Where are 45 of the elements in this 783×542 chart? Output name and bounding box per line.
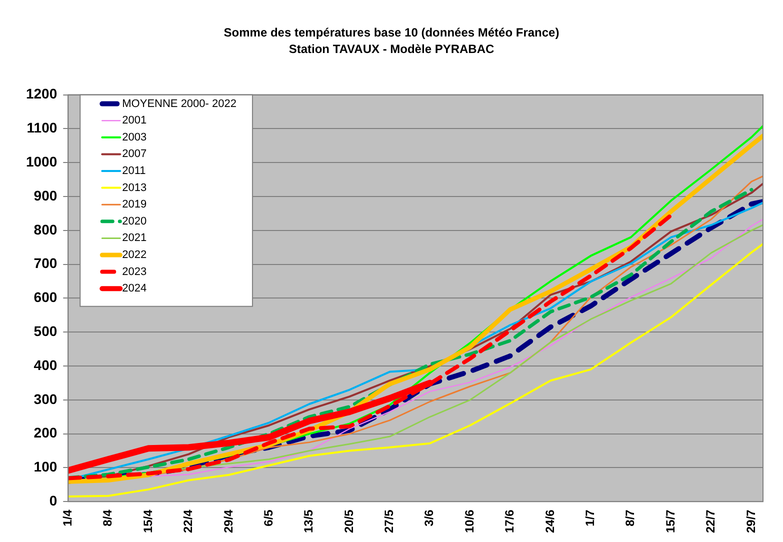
- y-tick-label: 400: [34, 356, 58, 373]
- x-tick-label: 29/4: [221, 509, 236, 534]
- y-tick-label: 100: [34, 458, 58, 475]
- y-tick-label: 0: [49, 492, 58, 509]
- x-tick-label: 8/4: [100, 509, 115, 526]
- y-tick-label: 1000: [26, 153, 58, 170]
- legend-label: 2019: [122, 198, 147, 211]
- x-tick-label: 1/4: [60, 509, 74, 526]
- x-tick-label: 27/5: [382, 509, 396, 534]
- legend-label: 2011: [122, 165, 146, 178]
- x-tick-label: 29/7: [744, 509, 758, 534]
- chart-title: Somme des températures base 10 (données Météo France): [224, 26, 560, 40]
- x-tick-label: 1/7: [583, 509, 598, 526]
- chart-subtitle: Station TAVAUX - Modèle PYRABAC: [288, 42, 494, 56]
- legend-label: 2007: [122, 148, 147, 160]
- y-tick-label: 800: [34, 221, 58, 238]
- y-tick-label: 700: [34, 255, 58, 272]
- x-tick-label: 22/4: [181, 509, 196, 534]
- y-tick-label: 1100: [26, 120, 58, 136]
- legend-label: 2024: [122, 282, 147, 295]
- legend-label: 2001: [122, 114, 147, 127]
- x-tick-label: 22/7: [704, 509, 718, 534]
- y-tick-label: 1200: [26, 86, 58, 102]
- legend-label: 2003: [122, 131, 147, 144]
- y-tick-label: 600: [34, 289, 58, 306]
- x-tick-label: 8/7: [623, 509, 638, 526]
- legend-label: MOYENNE 2000- 2022: [122, 98, 236, 110]
- x-tick-label: 3/6: [422, 509, 436, 526]
- legend-label: 2020: [122, 215, 147, 228]
- x-tick-label: 6/5: [261, 509, 276, 526]
- x-tick-label: 10/6: [462, 509, 476, 534]
- y-tick-label: 300: [34, 390, 58, 407]
- legend-label: 2022: [122, 249, 147, 262]
- x-tick-label: 17/6: [502, 509, 517, 534]
- y-tick-label: 900: [34, 187, 58, 204]
- legend-label: 2023: [122, 266, 147, 278]
- y-tick-label: 200: [34, 424, 58, 441]
- legend-label: 2021: [122, 232, 147, 244]
- legend-label: 2013: [122, 182, 147, 194]
- y-tick-label: 500: [34, 322, 58, 339]
- x-tick-label: 20/5: [342, 509, 356, 534]
- x-tick-label: 13/5: [302, 509, 316, 534]
- x-tick-label: 15/4: [140, 509, 155, 534]
- x-tick-label: 15/7: [663, 509, 678, 534]
- x-tick-label: 24/6: [542, 509, 557, 534]
